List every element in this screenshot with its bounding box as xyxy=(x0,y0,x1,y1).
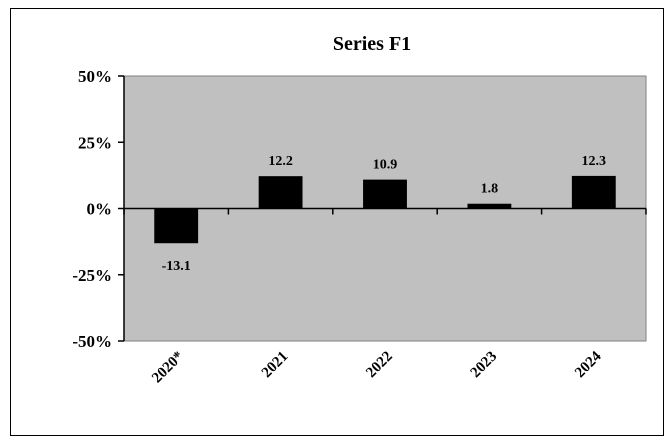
y-tick-label: -50% xyxy=(72,332,112,351)
data-label: 12.2 xyxy=(268,154,293,169)
x-tick-label: 2021 xyxy=(259,349,292,382)
x-tick-label: 2020* xyxy=(149,349,187,387)
bar-2022 xyxy=(363,179,407,209)
x-tick-label: 2022 xyxy=(363,349,396,382)
data-label: 12.3 xyxy=(582,154,607,169)
data-label: -13.1 xyxy=(162,259,191,274)
y-tick-label: 50% xyxy=(78,67,112,86)
bar-2023 xyxy=(467,203,512,209)
x-tick-label: 2024 xyxy=(572,348,605,381)
data-label: 10.9 xyxy=(373,158,398,173)
y-tick-label: 25% xyxy=(78,133,112,152)
bar-2020 xyxy=(154,208,199,244)
chart-title: Series F1 xyxy=(333,33,411,55)
data-label: 1.8 xyxy=(481,182,499,197)
y-tick-label: 0% xyxy=(87,200,113,219)
y-tick-label: -25% xyxy=(72,266,112,285)
x-tick-label: 2023 xyxy=(468,349,501,382)
bar-2024 xyxy=(571,175,616,209)
bar-2021 xyxy=(258,176,303,209)
